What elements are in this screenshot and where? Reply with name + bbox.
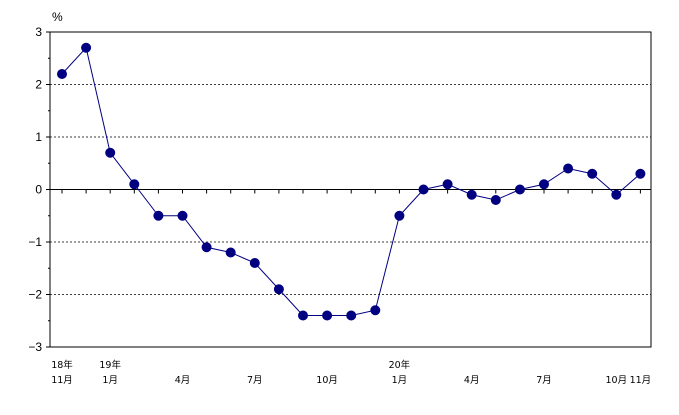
y-axis: 3 2 1 0 −1 −2 −3 bbox=[28, 25, 50, 354]
data-point bbox=[273, 284, 284, 295]
data-point bbox=[418, 184, 429, 195]
x-tick-label-month: 11月 bbox=[51, 375, 73, 386]
data-point bbox=[249, 258, 260, 268]
data-series bbox=[57, 42, 646, 321]
data-point bbox=[129, 179, 140, 190]
x-tick-label-month: 10月 bbox=[316, 375, 338, 386]
data-point bbox=[587, 168, 598, 179]
x-tick-label-month: 7月 bbox=[536, 375, 552, 386]
y-tick-label: 1 bbox=[35, 130, 42, 144]
x-tick-label-month: 4月 bbox=[464, 375, 480, 386]
x-tick-label-year: 19年 bbox=[99, 359, 121, 371]
data-point bbox=[539, 179, 549, 190]
y-tick-label: −2 bbox=[28, 288, 42, 302]
data-point bbox=[563, 163, 574, 174]
unit-label: % bbox=[52, 10, 63, 24]
data-point bbox=[153, 210, 164, 221]
data-point bbox=[201, 242, 212, 253]
y-tick-label: 0 bbox=[35, 183, 42, 197]
data-point bbox=[442, 179, 453, 190]
x-tick-label-year: 20年 bbox=[389, 359, 411, 371]
y-tick-label: 2 bbox=[35, 78, 42, 92]
data-point bbox=[346, 310, 357, 321]
data-point bbox=[57, 69, 67, 79]
data-point bbox=[225, 247, 236, 258]
data-point bbox=[490, 195, 501, 205]
data-point bbox=[466, 189, 477, 200]
data-point bbox=[611, 189, 622, 200]
data-point bbox=[370, 305, 381, 316]
data-point bbox=[322, 310, 333, 321]
grid-lines bbox=[50, 84, 651, 295]
y-tick-label: −1 bbox=[28, 235, 42, 249]
x-tick-label-month: 1月 bbox=[102, 375, 118, 386]
data-point bbox=[298, 310, 308, 321]
series-line bbox=[61, 46, 641, 316]
x-tick-label-month: 1月 bbox=[392, 375, 408, 386]
data-point bbox=[81, 42, 92, 53]
data-point bbox=[635, 168, 646, 179]
y-tick-label: 3 bbox=[35, 25, 42, 39]
y-tick-label: −3 bbox=[28, 340, 42, 354]
data-point bbox=[177, 210, 188, 221]
x-tick-label-month: 11月 bbox=[630, 375, 652, 386]
data-point bbox=[514, 184, 525, 195]
data-point bbox=[394, 210, 405, 221]
x-tick-label-month: 10月 bbox=[606, 375, 628, 386]
x-tick-label-year: 18年 bbox=[51, 359, 73, 371]
x-tick-label-month: 4月 bbox=[175, 375, 191, 386]
x-tick-label-month: 7月 bbox=[247, 375, 263, 386]
data-point bbox=[105, 147, 116, 158]
